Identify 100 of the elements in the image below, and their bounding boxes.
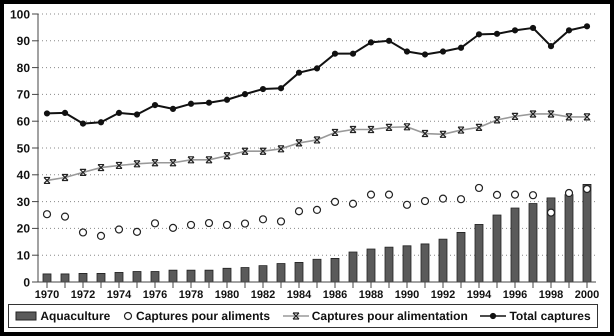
y-tick-label: 60 <box>16 114 30 128</box>
point <box>494 30 500 37</box>
bar <box>168 270 178 282</box>
point <box>98 119 104 126</box>
point <box>474 184 484 192</box>
bar <box>348 252 358 282</box>
point <box>384 190 394 199</box>
point <box>330 198 340 206</box>
bar <box>42 274 52 282</box>
bar <box>456 232 466 282</box>
point <box>132 228 142 236</box>
point <box>420 196 430 206</box>
point <box>240 219 250 228</box>
y-tick-label: 70 <box>16 88 30 102</box>
point <box>96 232 106 240</box>
bar <box>312 258 322 282</box>
point <box>62 110 68 116</box>
y-tick-label: 80 <box>16 60 30 75</box>
point <box>312 206 322 214</box>
point <box>168 224 178 232</box>
point <box>528 191 538 200</box>
point <box>566 27 572 34</box>
point <box>42 210 52 218</box>
x-tick-label: 1976 <box>142 288 168 301</box>
bar <box>132 271 142 282</box>
point <box>510 190 520 199</box>
bar <box>492 214 502 282</box>
bar <box>78 273 88 282</box>
point <box>438 194 448 203</box>
y-tick-label: 100 <box>10 7 30 22</box>
legend-label: Captures pour alimentation <box>312 309 468 323</box>
point <box>548 43 554 50</box>
bar <box>222 268 232 282</box>
point <box>224 96 230 103</box>
bar <box>186 270 196 282</box>
point <box>492 190 502 199</box>
y-tick-label: 90 <box>16 34 30 48</box>
bar <box>60 274 70 282</box>
y-tick-label: 0 <box>23 275 30 290</box>
point <box>440 48 446 55</box>
point <box>332 50 338 57</box>
point <box>402 200 412 209</box>
point <box>350 50 356 57</box>
x-tick-label: 1984 <box>286 288 312 301</box>
x-tick-label: 1978 <box>178 288 204 301</box>
point <box>314 65 320 72</box>
bar <box>510 208 520 282</box>
point <box>152 102 158 108</box>
point <box>150 219 160 228</box>
bar <box>366 248 376 282</box>
x-tick-label: 1972 <box>70 288 96 301</box>
point <box>456 195 466 204</box>
x-tick-label: 1980 <box>214 288 240 301</box>
point <box>294 207 304 216</box>
bar <box>546 197 556 282</box>
point <box>60 212 70 221</box>
point <box>134 111 140 118</box>
point <box>78 228 88 237</box>
x-tick-label: 1994 <box>466 288 492 301</box>
bar <box>294 262 304 282</box>
bar <box>474 224 484 282</box>
bar <box>330 258 340 282</box>
y-tick-label: 10 <box>16 248 30 262</box>
point <box>278 85 284 92</box>
y-tick-label: 20 <box>16 222 30 236</box>
bar <box>204 270 214 282</box>
point <box>276 217 286 226</box>
x-tick-label: 1992 <box>430 288 456 301</box>
x-tick-label: 1986 <box>322 288 348 301</box>
point <box>186 220 196 230</box>
bar <box>96 273 106 282</box>
bar <box>276 263 286 282</box>
point <box>348 200 358 208</box>
point <box>476 31 482 38</box>
point <box>404 48 410 55</box>
legend-label: Aquaculture <box>40 309 110 323</box>
point <box>458 44 464 51</box>
point <box>564 188 574 198</box>
bar <box>402 245 412 282</box>
point <box>114 225 124 234</box>
y-tick-label: 40 <box>16 168 30 182</box>
bar <box>150 271 160 282</box>
point <box>366 190 376 199</box>
point <box>422 51 428 58</box>
x-tick-label: 2000 <box>574 288 600 301</box>
point <box>530 24 536 32</box>
x-tick-label: 1998 <box>538 288 564 301</box>
x-tick-label: 1970 <box>34 288 60 301</box>
point <box>116 110 122 116</box>
point <box>242 91 248 98</box>
legend-label: Total captures <box>509 309 591 323</box>
point <box>296 70 302 76</box>
point <box>368 39 374 46</box>
point <box>386 38 392 44</box>
point <box>546 208 556 217</box>
bar <box>384 246 394 282</box>
point <box>188 100 194 107</box>
point <box>258 215 268 224</box>
bar <box>420 244 430 282</box>
bar <box>528 203 538 282</box>
